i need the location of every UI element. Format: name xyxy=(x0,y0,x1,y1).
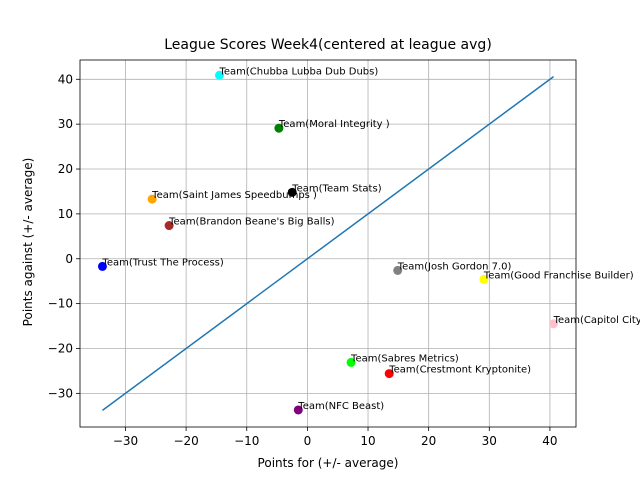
x-tick-label: 40 xyxy=(542,434,557,448)
y-tick-label: 30 xyxy=(58,117,73,131)
x-tick-label: −10 xyxy=(234,434,259,448)
point-label: Team(Capitol City Quarterbacks) xyxy=(553,315,640,326)
point-label: Team(Moral Integrity ) xyxy=(278,119,390,130)
y-tick-label: 10 xyxy=(58,207,73,221)
y-tick-label: −20 xyxy=(48,341,73,355)
data-point xyxy=(147,194,157,204)
y-tick-label: −30 xyxy=(48,386,73,400)
x-tick-label: 20 xyxy=(421,434,436,448)
point-label: Team(Chubba Lubba Dub Dubs) xyxy=(218,66,378,77)
point-label: Team(Saint James Speedbumps ) xyxy=(151,190,317,201)
data-point xyxy=(393,265,403,275)
data-point xyxy=(346,357,356,367)
x-tick-label: 0 xyxy=(304,434,312,448)
chart-title: League Scores Week4(centered at league a… xyxy=(164,37,492,53)
point-label: Team(Crestmont Kryptonite) xyxy=(388,365,531,376)
point-labels: Team(Chubba Lubba Dub Dubs) Team(Moral In… xyxy=(101,66,640,412)
data-point xyxy=(164,221,174,231)
point-label: Team(Trust The Process) xyxy=(101,257,223,268)
data-point xyxy=(274,123,284,133)
y-tick-label: 20 xyxy=(58,162,73,176)
data-point xyxy=(293,405,303,415)
y-tick-label: 0 xyxy=(65,252,73,266)
point-label: Team(Good Franchise Builder) xyxy=(483,270,634,281)
data-point xyxy=(97,261,107,271)
data-points xyxy=(97,70,559,415)
x-tick-label: 10 xyxy=(360,434,375,448)
data-point xyxy=(479,274,489,284)
data-point xyxy=(287,187,297,197)
data-point xyxy=(384,369,394,379)
y-tick-label: 40 xyxy=(58,72,73,86)
reference-line xyxy=(101,75,555,412)
reference-line-group xyxy=(101,75,555,412)
data-point xyxy=(549,319,559,329)
plot-frame xyxy=(79,59,577,428)
y-axis-ticks: −30 −20 −10 0 10 20 30 40 xyxy=(48,72,80,400)
y-axis-label: Points against (+/- average) xyxy=(21,158,35,327)
point-label: Team(Josh Gordon 7.0) xyxy=(397,261,512,272)
x-tick-label: −20 xyxy=(173,434,198,448)
x-tick-label: 30 xyxy=(482,434,497,448)
x-axis-ticks: −30 −20 −10 0 10 20 30 40 xyxy=(113,427,558,448)
x-axis-label: Points for (+/- average) xyxy=(258,456,399,470)
point-label: Team(Team Stats) xyxy=(291,183,381,194)
point-label: Team(Brandon Beane's Big Balls) xyxy=(168,217,334,228)
y-tick-label: −10 xyxy=(48,297,73,311)
x-tick-label: −30 xyxy=(113,434,138,448)
data-point xyxy=(214,70,224,80)
grid-lines xyxy=(80,60,576,427)
point-label: Team(Sabres Metrics) xyxy=(350,353,459,364)
point-label: Team(NFC Beast) xyxy=(297,401,384,412)
